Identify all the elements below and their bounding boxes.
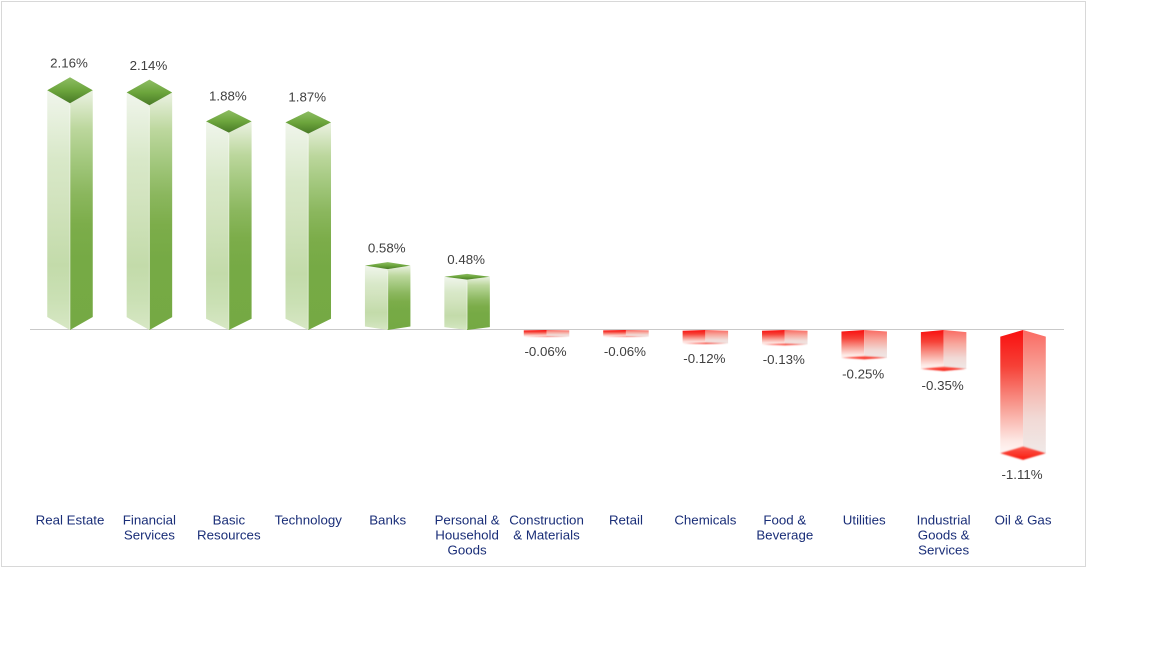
svg-text:1.88%: 1.88% [209,88,247,103]
svg-text:-0.06%: -0.06% [604,344,646,359]
svg-text:-0.25%: -0.25% [842,366,884,381]
svg-text:Services: Services [124,528,175,543]
svg-text:0.48%: 0.48% [447,252,485,267]
svg-text:Beverage: Beverage [756,528,813,543]
svg-text:Services: Services [918,543,969,558]
svg-text:-0.13%: -0.13% [763,352,805,367]
svg-text:Industrial: Industrial [917,513,971,528]
svg-text:2.16%: 2.16% [50,56,88,71]
svg-text:Food &: Food & [763,513,806,528]
svg-text:Oil & Gas: Oil & Gas [995,513,1052,528]
svg-text:Real Estate: Real Estate [36,513,105,528]
svg-text:1.87%: 1.87% [288,90,326,105]
svg-text:-0.12%: -0.12% [683,351,725,366]
svg-text:& Materials: & Materials [513,528,580,543]
svg-text:Household: Household [435,528,499,543]
svg-text:-0.06%: -0.06% [524,344,566,359]
svg-text:0.58%: 0.58% [368,241,406,256]
svg-text:Technology: Technology [275,513,343,528]
svg-text:-0.35%: -0.35% [922,378,964,393]
svg-text:Basic: Basic [213,513,246,528]
svg-text:Personal &: Personal & [435,513,500,528]
svg-text:Resources: Resources [197,528,261,543]
svg-text:Utilities: Utilities [843,513,886,528]
svg-text:Banks: Banks [369,513,406,528]
svg-text:Construction: Construction [509,513,584,528]
svg-text:Financial: Financial [123,513,176,528]
svg-text:Goods &: Goods & [918,528,970,543]
svg-text:Goods: Goods [448,543,488,558]
svg-text:Chemicals: Chemicals [674,513,736,528]
svg-text:2.14%: 2.14% [130,58,168,73]
svg-text:Retail: Retail [609,513,643,528]
svg-text:-1.11%: -1.11% [1001,467,1042,482]
